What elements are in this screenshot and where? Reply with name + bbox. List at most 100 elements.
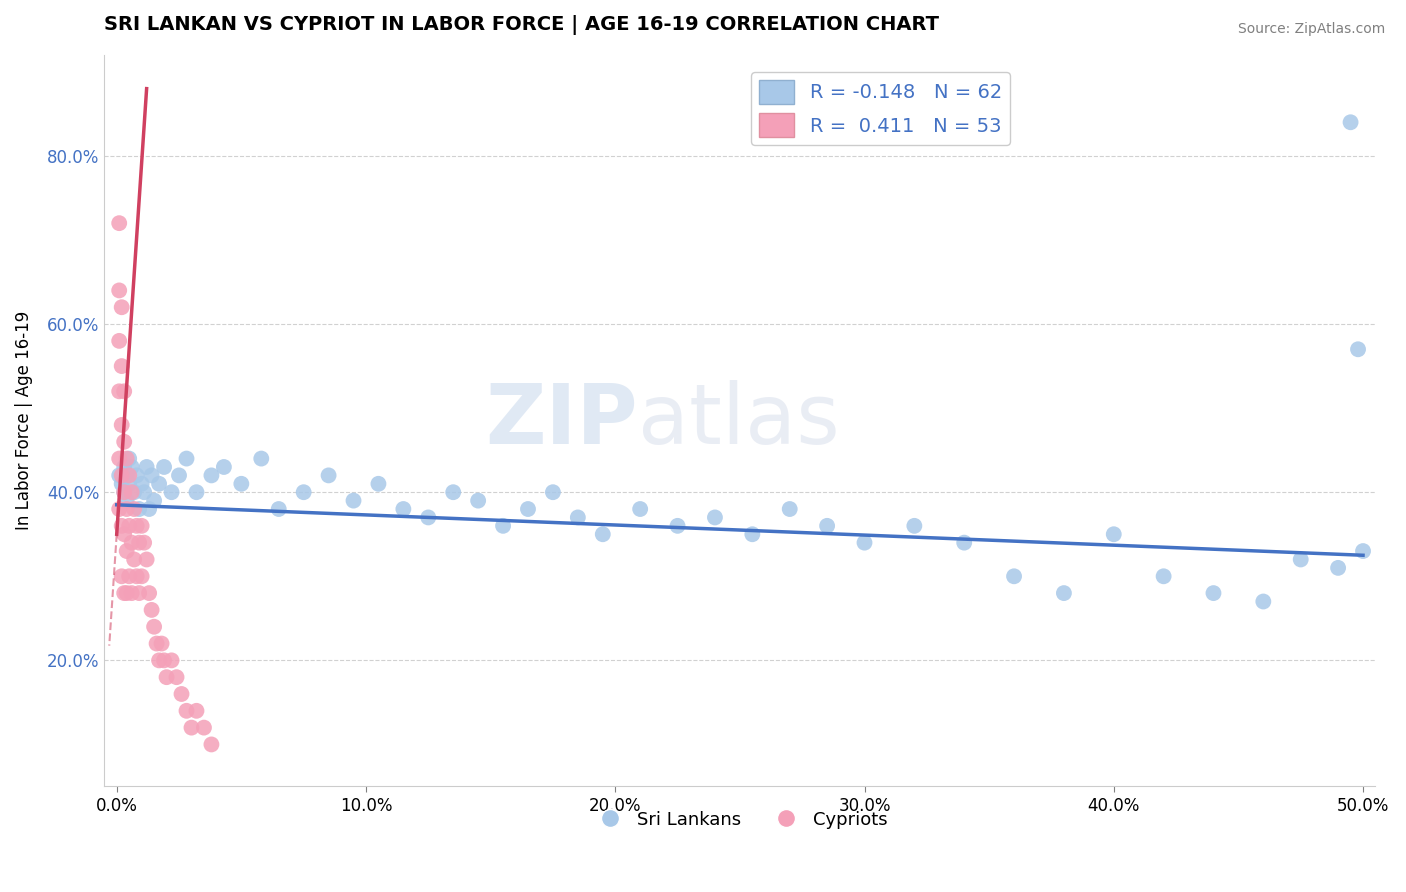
Point xyxy=(125,519,148,533)
Point xyxy=(125,569,148,583)
Point xyxy=(121,586,143,600)
Point xyxy=(131,519,153,533)
Point xyxy=(903,519,925,533)
Point xyxy=(111,468,134,483)
Point xyxy=(741,527,763,541)
Point xyxy=(112,460,135,475)
Point xyxy=(118,476,141,491)
Point xyxy=(231,476,253,491)
Point xyxy=(108,502,131,516)
Point xyxy=(467,493,489,508)
Point xyxy=(131,569,153,583)
Text: SRI LANKAN VS CYPRIOT IN LABOR FORCE | AGE 16-19 CORRELATION CHART: SRI LANKAN VS CYPRIOT IN LABOR FORCE | A… xyxy=(104,15,939,35)
Point xyxy=(141,603,163,617)
Point xyxy=(392,502,415,516)
Point xyxy=(153,653,176,667)
Point xyxy=(121,460,143,475)
Point xyxy=(108,451,131,466)
Point xyxy=(128,586,150,600)
Point xyxy=(112,434,135,449)
Point xyxy=(111,300,134,314)
Point xyxy=(121,485,143,500)
Point xyxy=(131,476,153,491)
Legend: Sri Lankans, Cypriots: Sri Lankans, Cypriots xyxy=(585,804,896,836)
Point xyxy=(111,476,134,491)
Point xyxy=(418,510,440,524)
Point xyxy=(250,451,273,466)
Point xyxy=(167,468,190,483)
Point xyxy=(108,384,131,399)
Point xyxy=(628,502,651,516)
Point xyxy=(166,670,188,684)
Point xyxy=(143,620,166,634)
Point xyxy=(118,519,141,533)
Point xyxy=(112,384,135,399)
Point xyxy=(128,502,150,516)
Point xyxy=(148,653,170,667)
Point xyxy=(111,359,134,373)
Point xyxy=(118,451,141,466)
Point xyxy=(815,519,838,533)
Point xyxy=(143,493,166,508)
Point xyxy=(150,636,173,650)
Point xyxy=(125,468,148,483)
Point xyxy=(118,569,141,583)
Point xyxy=(170,687,193,701)
Point xyxy=(111,569,134,583)
Point xyxy=(153,460,176,475)
Point xyxy=(122,502,145,516)
Point xyxy=(128,535,150,549)
Point xyxy=(1202,586,1225,600)
Point xyxy=(186,704,208,718)
Point xyxy=(953,535,976,549)
Point xyxy=(441,485,464,500)
Point xyxy=(108,468,131,483)
Point xyxy=(122,485,145,500)
Point xyxy=(111,519,134,533)
Point xyxy=(517,502,540,516)
Point xyxy=(112,586,135,600)
Point xyxy=(176,704,198,718)
Point xyxy=(108,334,131,348)
Point xyxy=(160,653,183,667)
Point xyxy=(138,586,160,600)
Point xyxy=(145,636,167,650)
Point xyxy=(121,535,143,549)
Point xyxy=(367,476,389,491)
Text: ZIP: ZIP xyxy=(485,380,638,461)
Point xyxy=(176,451,198,466)
Point xyxy=(141,468,163,483)
Point xyxy=(155,670,177,684)
Point xyxy=(135,460,157,475)
Point xyxy=(134,485,156,500)
Point xyxy=(200,468,222,483)
Point xyxy=(135,552,157,566)
Y-axis label: In Labor Force | Age 16-19: In Labor Force | Age 16-19 xyxy=(15,311,32,531)
Point xyxy=(138,502,160,516)
Point xyxy=(115,468,138,483)
Point xyxy=(703,510,725,524)
Point xyxy=(115,451,138,466)
Point xyxy=(541,485,564,500)
Point xyxy=(853,535,876,549)
Point xyxy=(115,502,138,516)
Point xyxy=(180,721,202,735)
Point xyxy=(666,519,689,533)
Point xyxy=(1053,586,1076,600)
Point xyxy=(148,476,170,491)
Point xyxy=(1289,552,1312,566)
Point xyxy=(1347,343,1369,357)
Point xyxy=(212,460,235,475)
Point xyxy=(160,485,183,500)
Point xyxy=(1102,527,1125,541)
Point xyxy=(108,216,131,230)
Point xyxy=(108,284,131,298)
Point xyxy=(1153,569,1175,583)
Point xyxy=(112,485,135,500)
Text: Source: ZipAtlas.com: Source: ZipAtlas.com xyxy=(1237,22,1385,37)
Point xyxy=(118,468,141,483)
Point xyxy=(115,493,138,508)
Point xyxy=(292,485,315,500)
Point xyxy=(267,502,290,516)
Point xyxy=(193,721,215,735)
